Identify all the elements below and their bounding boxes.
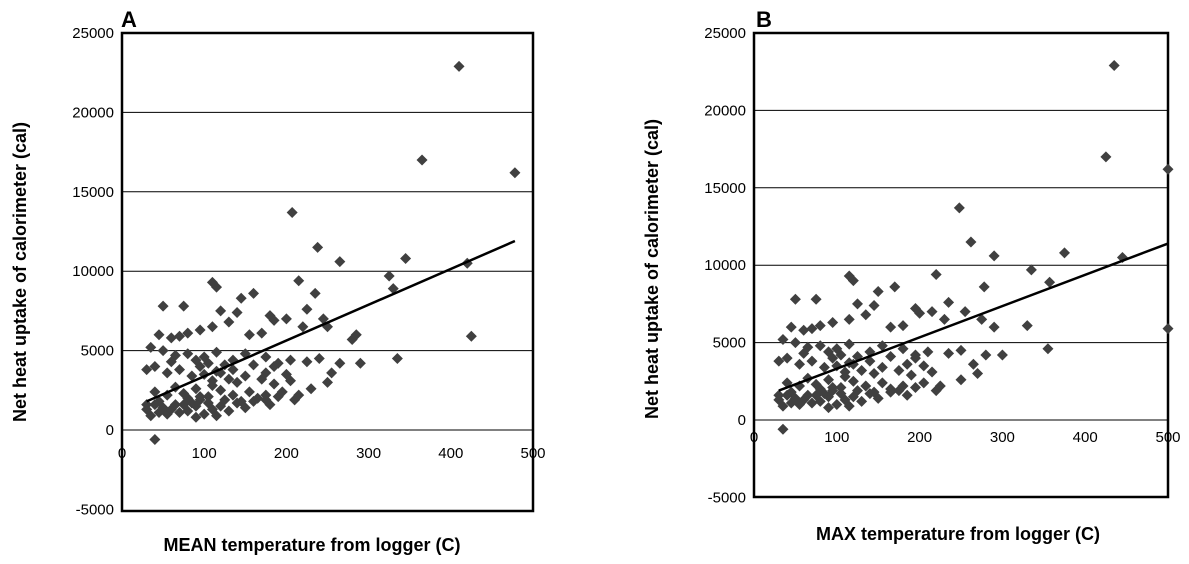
x-tick-label: 400 — [1073, 429, 1098, 446]
y-tick-label: -5000 — [708, 489, 746, 506]
y-tick-label: 10000 — [704, 257, 746, 274]
y-tick-label: 20000 — [72, 104, 114, 121]
y-tick-label: 15000 — [72, 184, 114, 201]
x-tick-label: 200 — [274, 445, 299, 462]
panel-a: -5000 0 5000 10000 15000 20000 25000 0 100 200 30… — [10, 7, 546, 555]
x-tick-label: 0 — [118, 445, 126, 462]
x-tick-label: 300 — [990, 429, 1015, 446]
x-tick-label: 300 — [356, 445, 381, 462]
y-tick-label: 15000 — [704, 180, 746, 197]
x-tick-label: 500 — [1155, 429, 1180, 446]
x-tick-label: 400 — [438, 445, 463, 462]
x-axis-title-a: MEAN temperature from logger (C) — [163, 535, 460, 555]
y-tick-label: -5000 — [76, 501, 114, 518]
panel-label-b: B — [756, 7, 772, 32]
x-tick-label: 100 — [824, 429, 849, 446]
y-tick-label: 0 — [106, 422, 114, 439]
x-tick-label: 200 — [907, 429, 932, 446]
y-axis-title-a: Net heat uptake of calorimeter (cal) — [10, 122, 30, 422]
panel-b: -5000 0 5000 10000 15000 20000 25000 0 100 200 30… — [642, 7, 1181, 544]
y-tick-label: 25000 — [72, 25, 114, 42]
y-tick-label: 5000 — [713, 335, 746, 352]
x-tick-label: 500 — [520, 445, 545, 462]
x-tick-label: 100 — [192, 445, 217, 462]
y-tick-label: 10000 — [72, 263, 114, 280]
y-tick-label: 0 — [738, 412, 746, 429]
panel-label-a: A — [121, 7, 137, 32]
y-tick-label: 25000 — [704, 25, 746, 42]
x-axis-title-b: MAX temperature from logger (C) — [816, 524, 1100, 544]
plot-area-a — [122, 33, 533, 511]
y-tick-label: 5000 — [81, 343, 114, 360]
y-tick-label: 20000 — [704, 102, 746, 119]
y-axis-title-b: Net heat uptake of calorimeter (cal) — [642, 119, 662, 419]
x-tick-label: 0 — [750, 429, 758, 446]
